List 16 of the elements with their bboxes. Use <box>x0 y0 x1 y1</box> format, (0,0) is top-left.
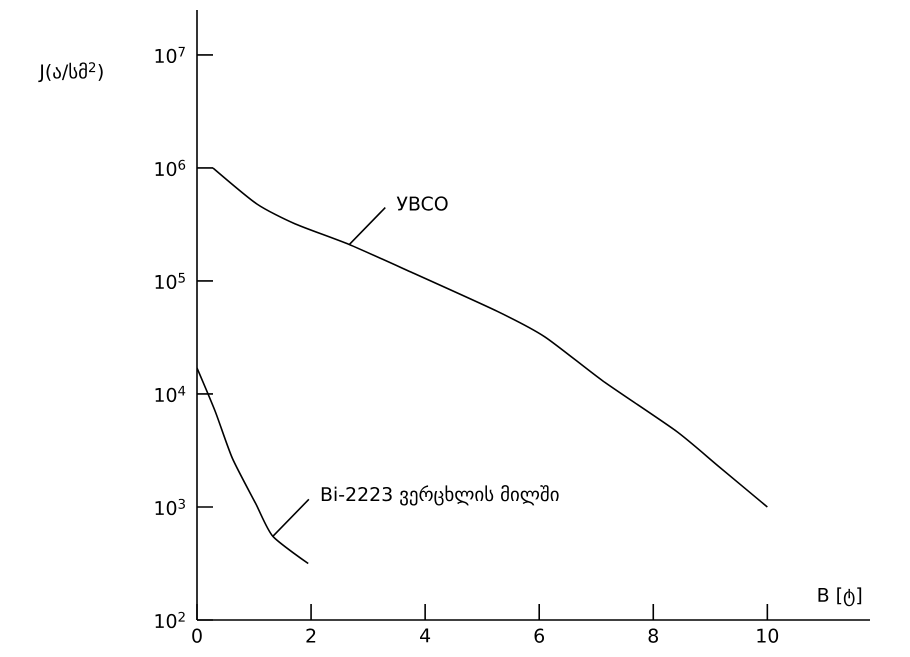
x-tick-label: 10 <box>757 628 778 643</box>
y-tick-label: 10$^{6}$ <box>156 160 186 176</box>
y-tick-label: 10$^{5}$ <box>156 272 185 290</box>
x-tick-label: 2 <box>306 628 316 643</box>
annotation: УBCO <box>396 196 448 211</box>
y-tick-label: 10$^{3}$ <box>156 498 185 516</box>
x-tick-label: 0 <box>192 628 202 643</box>
x-tick-label: 8 <box>648 628 658 643</box>
x-tick-label: 4 <box>420 628 430 642</box>
x-axis-title: B [ტ] <box>818 587 862 606</box>
y-tick-label: 10$^{2}$ <box>156 612 185 628</box>
x-tick-label: 6 <box>534 628 544 643</box>
y-axis-title: J(ა/სმ$^{2}$) <box>38 62 103 82</box>
y-tick-label: 10$^{7}$ <box>156 46 185 64</box>
y-tick-label: 10$^{4}$ <box>156 386 186 402</box>
annotation: Bi-2223 ვერცხლის მილში <box>322 485 559 506</box>
